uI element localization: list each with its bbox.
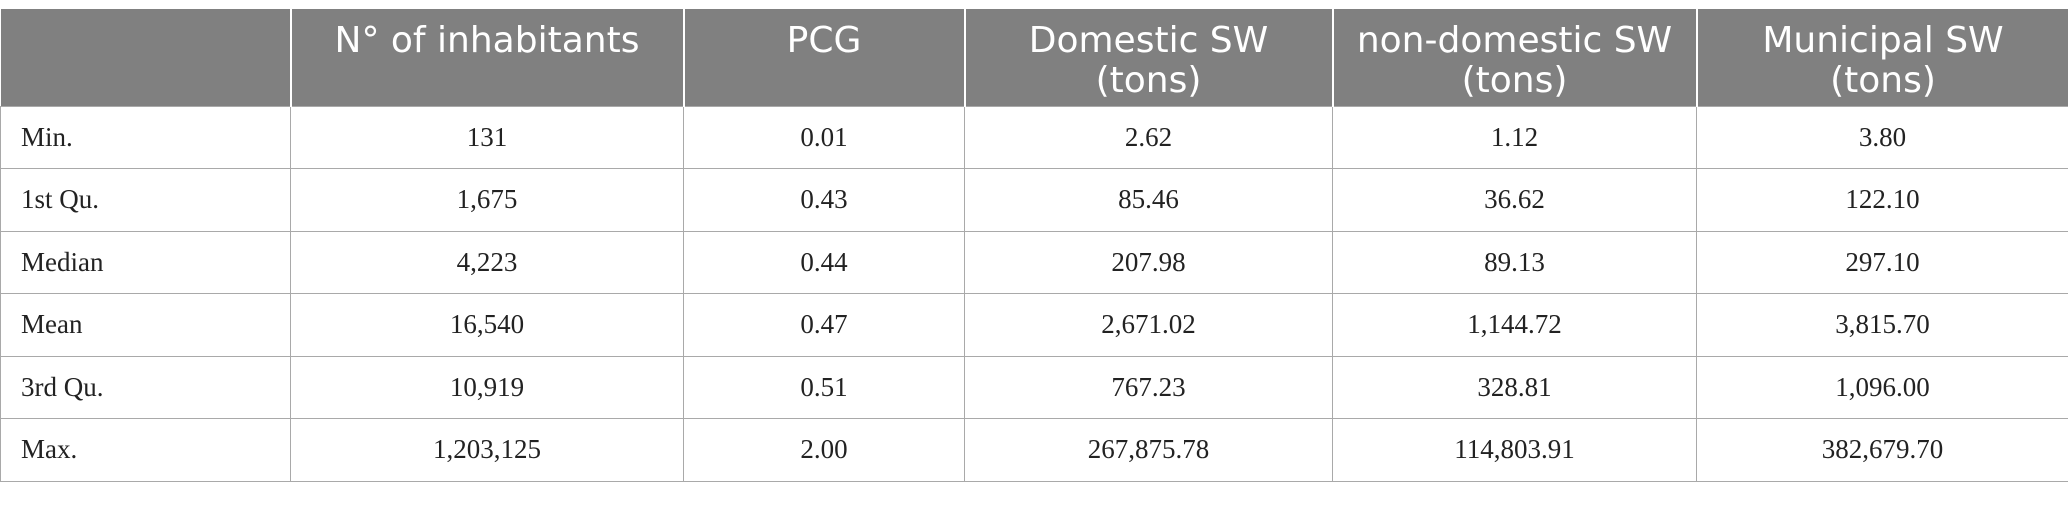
table-cell: 2.62 (964, 105, 1333, 169)
header-cell-municipal-sw: Municipal SW (tons) (1695, 9, 2068, 106)
table-cell: 131 (290, 105, 684, 169)
table-cell: 297.10 (1696, 230, 2068, 294)
table-cell: 1,203,125 (290, 418, 684, 482)
statistics-table: N° of inhabitants PCG Domestic SW (tons)… (0, 9, 2068, 482)
table-cell: 0.01 (683, 105, 965, 169)
table-header: N° of inhabitants PCG Domestic SW (tons)… (0, 9, 2068, 106)
table-cell: 0.43 (683, 168, 965, 231)
header-cell-inhabitants: N° of inhabitants (289, 9, 684, 106)
table-row: Min. 131 0.01 2.62 1.12 3.80 (0, 105, 2068, 169)
table-cell: 89.13 (1332, 230, 1697, 294)
table-row: 1st Qu. 1,675 0.43 85.46 36.62 122.10 (0, 168, 2068, 231)
table-cell: 85.46 (964, 168, 1333, 231)
table-cell: 0.47 (683, 293, 965, 356)
table-row: 3rd Qu. 10,919 0.51 767.23 328.81 1,096.… (0, 355, 2068, 419)
header-cell-blank (0, 9, 291, 106)
table-cell: 267,875.78 (964, 418, 1333, 482)
table-cell: 36.62 (1332, 168, 1697, 231)
table-row: Max. 1,203,125 2.00 267,875.78 114,803.9… (0, 418, 2068, 482)
table-cell: 1,144.72 (1332, 293, 1697, 356)
table-cell: 382,679.70 (1696, 418, 2068, 482)
row-label: Median (0, 230, 291, 294)
row-label: 3rd Qu. (0, 355, 291, 419)
table-body: Min. 131 0.01 2.62 1.12 3.80 1st Qu. 1,6… (0, 105, 2068, 482)
table-cell: 4,223 (290, 230, 684, 294)
table-cell: 10,919 (290, 355, 684, 419)
statistics-table-container: N° of inhabitants PCG Domestic SW (tons)… (0, 9, 2068, 482)
row-label: Min. (0, 105, 291, 169)
table-cell: 0.44 (683, 230, 965, 294)
table-cell: 3,815.70 (1696, 293, 2068, 356)
table-cell: 2,671.02 (964, 293, 1333, 356)
table-cell: 1.12 (1332, 105, 1697, 169)
table-row: Median 4,223 0.44 207.98 89.13 297.10 (0, 230, 2068, 294)
table-cell: 3.80 (1696, 105, 2068, 169)
table-cell: 1,096.00 (1696, 355, 2068, 419)
table-cell: 114,803.91 (1332, 418, 1697, 482)
table-row: Mean 16,540 0.47 2,671.02 1,144.72 3,815… (0, 293, 2068, 356)
table-cell: 16,540 (290, 293, 684, 356)
row-label: 1st Qu. (0, 168, 291, 231)
table-cell: 2.00 (683, 418, 965, 482)
row-label: Max. (0, 418, 291, 482)
table-cell: 0.51 (683, 355, 965, 419)
header-cell-pcg: PCG (682, 9, 965, 106)
table-cell: 122.10 (1696, 168, 2068, 231)
table-cell: 328.81 (1332, 355, 1697, 419)
header-cell-domestic-sw: Domestic SW (tons) (963, 9, 1333, 106)
row-label: Mean (0, 293, 291, 356)
table-cell: 1,675 (290, 168, 684, 231)
table-cell: 207.98 (964, 230, 1333, 294)
table-cell: 767.23 (964, 355, 1333, 419)
header-row: N° of inhabitants PCG Domestic SW (tons)… (0, 9, 2068, 106)
header-cell-non-domestic-sw: non-domestic SW (tons) (1331, 9, 1697, 106)
